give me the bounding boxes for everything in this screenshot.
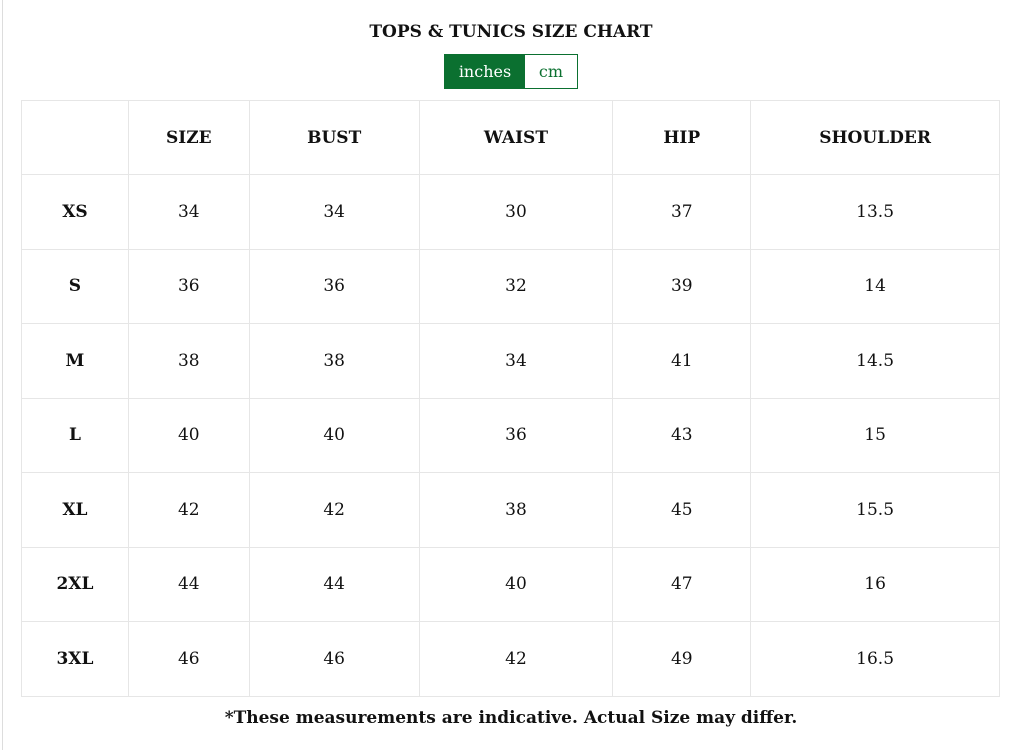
table-cell: 39 [612,248,752,324]
table-row: S 36 36 32 39 14 [21,248,1000,324]
table-cell: 44 [248,546,420,622]
table-cell: 38 [248,323,420,399]
table-cell: 34 [127,174,250,250]
table-cell: 44 [127,546,250,622]
table-cell: 15.5 [750,472,1000,548]
unit-toggle[interactable]: inches cm [444,54,578,89]
table-cell: 36 [418,397,614,473]
left-border [2,0,3,750]
size-label: XS [21,174,129,250]
table-cell: 38 [127,323,250,399]
table-cell: 40 [418,546,614,622]
table-cell: 40 [127,397,250,473]
table-cell: 32 [418,248,614,324]
table-cell: 43 [612,397,752,473]
table-cell: 13.5 [750,174,1000,250]
table-cell: 30 [418,174,614,250]
column-header [21,100,129,175]
table-row: M 38 38 34 41 14.5 [21,323,1000,399]
table-cell: 47 [612,546,752,622]
table-cell: 14.5 [750,323,1000,399]
table-cell: 34 [248,174,420,250]
size-label: XL [21,472,129,548]
table-cell: 34 [418,323,614,399]
table-row: 2XL 44 44 40 47 16 [21,546,1000,622]
table-header-row: SIZE BUST WAIST HIP SHOULDER [21,100,1000,175]
column-header: SIZE [127,100,250,175]
size-label: S [21,248,129,324]
table-cell: 42 [418,621,614,697]
column-header: SHOULDER [750,100,1000,175]
table-cell: 36 [127,248,250,324]
table-cell: 16.5 [750,621,1000,697]
unit-cm-button[interactable]: cm [525,55,577,88]
table-row: 3XL 46 46 42 49 16.5 [21,621,1000,697]
table-cell: 49 [612,621,752,697]
table-cell: 45 [612,472,752,548]
unit-inches-button[interactable]: inches [445,55,525,88]
column-header: HIP [612,100,752,175]
size-table: SIZE BUST WAIST HIP SHOULDER XS 34 34 30 37 13.5 S… [21,100,1000,697]
chart-title: TOPS & TUNICS SIZE CHART [369,22,653,42]
table-cell: 36 [248,248,420,324]
table-cell: 14 [750,248,1000,324]
table-cell: 16 [750,546,1000,622]
column-header: WAIST [418,100,614,175]
table-cell: 46 [248,621,420,697]
size-label: 3XL [21,621,129,697]
column-header: BUST [248,100,420,175]
table-cell: 37 [612,174,752,250]
disclaimer-note: *These measurements are indicative. Actu… [224,708,798,728]
table-cell: 46 [127,621,250,697]
table-cell: 42 [248,472,420,548]
size-label: 2XL [21,546,129,622]
size-label: L [21,397,129,473]
table-cell: 41 [612,323,752,399]
table-row: XS 34 34 30 37 13.5 [21,174,1000,250]
size-label: M [21,323,129,399]
table-cell: 42 [127,472,250,548]
table-cell: 40 [248,397,420,473]
table-cell: 15 [750,397,1000,473]
table-row: XL 42 42 38 45 15.5 [21,472,1000,548]
table-cell: 38 [418,472,614,548]
table-row: L 40 40 36 43 15 [21,397,1000,473]
